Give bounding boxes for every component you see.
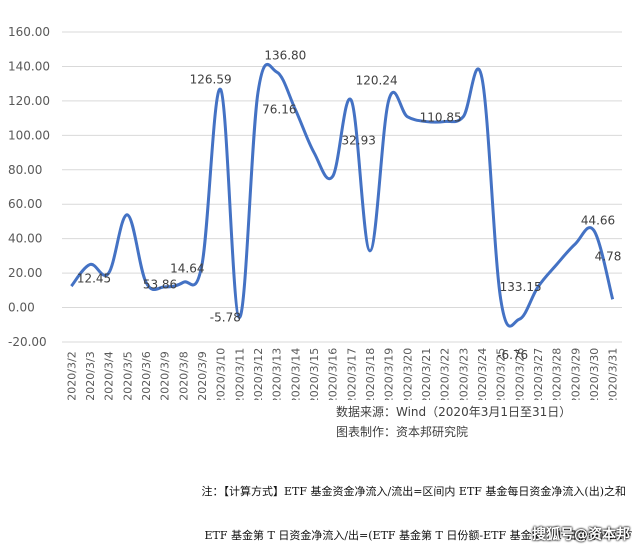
y-tick-label: 160.00: [8, 25, 50, 39]
data-label: -6.76: [497, 348, 528, 362]
y-tick-label: 100.00: [8, 128, 50, 142]
y-tick-label: 20.00: [8, 266, 42, 280]
x-tick-label: 2020/3/20: [401, 348, 414, 400]
data-label: 12.45: [77, 272, 111, 286]
series-line: [70, 63, 615, 328]
x-tick-label: 2020/3/13: [271, 348, 284, 400]
x-tick-label: 2020/3/3: [84, 351, 97, 400]
data-label: 126.59: [190, 73, 232, 87]
x-tick-label: 2020/3/24: [476, 348, 489, 400]
data-label: 133.15: [500, 280, 542, 294]
line-chart: 160.00 140.00 120.00 100.00 80.00 60.00 40.00 2…: [8, 25, 622, 400]
x-tick-label: 2020/3/25: [495, 348, 508, 400]
x-tick-label: 2020/3/18: [364, 348, 377, 400]
x-tick-label: 2020/3/9: [196, 351, 209, 400]
x-tick-label: 2020/3/16: [327, 348, 340, 400]
data-label: 120.24: [356, 73, 398, 87]
data-label: 110.85: [420, 111, 462, 125]
x-tick-label: 2020/3/10: [215, 348, 228, 400]
data-label: 76.16: [262, 103, 296, 117]
x-tick-label: 2020/3/5: [121, 351, 134, 400]
note-line-1: 注：【计算方式】ETF 基金资金净流入/流出=区间内 ETF 基金每日资金净流入…: [201, 485, 627, 498]
data-label: 53.86: [143, 277, 177, 291]
y-tick-label: 80.00: [8, 163, 42, 177]
x-tick-label: 2020/3/15: [308, 348, 321, 400]
x-tick-label: 2020/3/12: [252, 348, 265, 400]
x-tick-label: 2020/3/28: [551, 348, 564, 400]
x-tick-label: 2020/3/11: [233, 348, 246, 400]
chart-credit-text: 图表制作：资本邦研究院: [336, 425, 469, 439]
note-line-2: ETF 基金第 T 日资金净流入/出=(ETF 基金第 T 日份额-ETF 基金…: [204, 529, 633, 542]
y-tick-label: -20.00: [8, 335, 47, 349]
y-tick-label: 120.00: [8, 94, 50, 108]
x-tick-label: 2020/3/8: [177, 351, 190, 400]
data-label: 32.93: [341, 133, 375, 147]
data-label: 44.66: [581, 214, 615, 228]
x-tick-label: 2020/3/29: [569, 348, 582, 400]
x-tick-label: 2020/3/31: [607, 348, 620, 400]
x-tick-label: 2020/3/21: [420, 348, 433, 400]
x-tick-label: 2020/3/6: [140, 351, 153, 400]
y-tick-label: 0.00: [8, 301, 35, 315]
x-tick-label: 2020/3/30: [588, 348, 601, 400]
x-tick-label: 2020/3/14: [289, 348, 302, 400]
x-tick-label: 2020/3/27: [532, 348, 545, 400]
data-source-text: 数据来源：Wind（2020年3月1日至31日）: [336, 405, 572, 419]
x-tick-label: 2020/3/22: [439, 348, 452, 400]
watermark-text: 搜狐号@资本邦: [532, 527, 630, 543]
x-tick-label: 2020/3/4: [103, 351, 116, 400]
x-tick-label: 2020/3/26: [513, 348, 526, 400]
y-tick-label: 140.00: [8, 59, 50, 73]
x-tick-label: 2020/3/9: [159, 351, 172, 400]
data-label: 4.78: [595, 250, 622, 264]
data-label: 14.64: [170, 261, 204, 275]
x-tick-label: 2020/3/19: [383, 348, 396, 400]
y-tick-label: 60.00: [8, 197, 42, 211]
data-label: -5.78: [210, 311, 241, 325]
chart-area: 160.00 140.00 120.00 100.00 80.00 60.00 40.00 2…: [8, 25, 622, 400]
x-tick-label: 2020/3/2: [65, 351, 78, 400]
y-tick-label: 40.00: [8, 232, 42, 246]
data-label: 136.80: [264, 49, 306, 63]
x-tick-label: 2020/3/23: [457, 348, 470, 400]
x-tick-label: 2020/3/17: [345, 348, 358, 400]
